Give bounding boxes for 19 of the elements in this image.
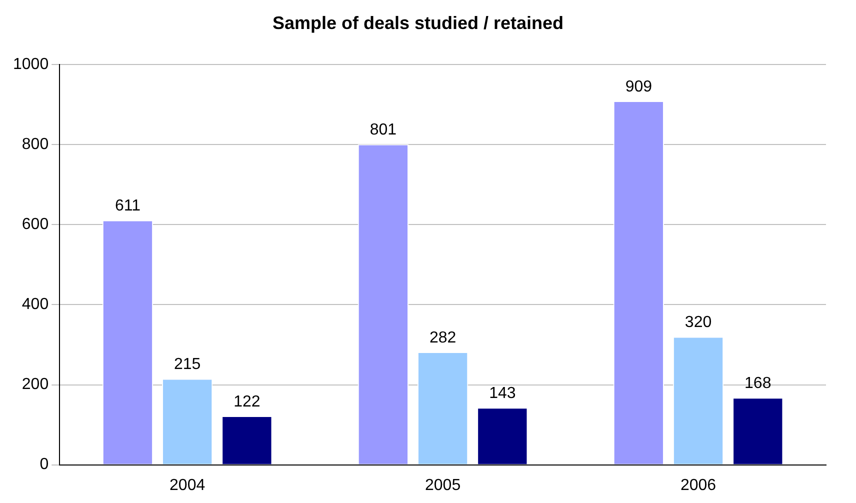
y-tick-label: 0	[40, 456, 49, 474]
data-label: 122	[234, 393, 260, 410]
x-tick-label: 2005	[425, 476, 461, 494]
data-label: 320	[684, 314, 712, 332]
y-tick-label: 800	[22, 136, 49, 154]
data-label: 909	[625, 78, 652, 96]
y-tick-label: 400	[22, 296, 49, 314]
data-label: 282	[429, 329, 456, 346]
y-tick-label: 600	[22, 216, 49, 234]
data-label: 143	[489, 384, 516, 402]
x-tick-label: 2006	[680, 476, 716, 494]
data-label: 168	[744, 374, 772, 392]
chart-title: Sample of deals studied / retained	[272, 12, 564, 33]
data-label: 611	[114, 198, 141, 215]
x-tick-label: 2004	[170, 476, 206, 494]
data-label: 801	[370, 122, 397, 139]
y-tick-label: 200	[22, 376, 49, 394]
data-label: 215	[174, 356, 201, 374]
y-tick-label: 1000	[13, 56, 49, 74]
